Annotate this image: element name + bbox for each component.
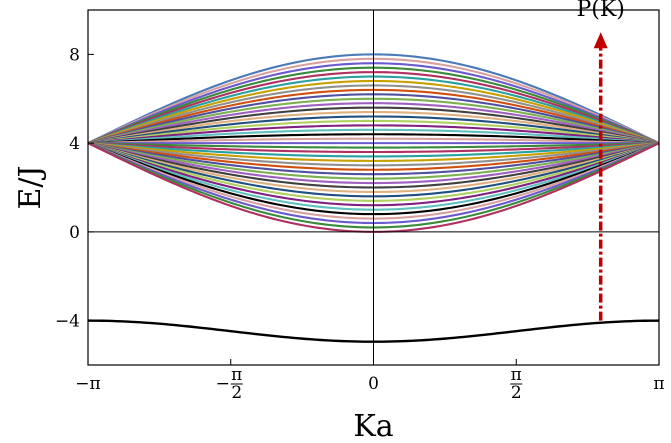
- x-axis-ticks: −π − π2 0 π2 π: [75, 359, 665, 403]
- x-tick-label: −π: [75, 374, 100, 394]
- y-tick-label: 0: [69, 223, 80, 243]
- y-tick-label: 4: [69, 134, 80, 154]
- x-tick-label: −: [216, 374, 230, 394]
- y-tick-label: 8: [69, 45, 80, 65]
- reference-lines: [87, 10, 660, 365]
- pk-label: P(K): [576, 0, 624, 22]
- x-tick-label: π: [231, 365, 242, 385]
- x-tick-label: 2: [511, 383, 522, 403]
- x-axis-title: Ka: [353, 409, 393, 443]
- pk-annotation: P(K): [576, 0, 625, 321]
- x-tick-label: π: [511, 365, 522, 385]
- y-axis-ticks: −4 0 4 8: [55, 45, 94, 332]
- x-tick-label: π: [653, 374, 664, 394]
- x-tick-label: 0: [368, 374, 379, 394]
- bound-state-curve: [87, 319, 660, 343]
- y-axis-title: E/J: [13, 165, 48, 209]
- x-tick-label: 2: [231, 383, 242, 403]
- y-tick-label: −4: [55, 312, 80, 332]
- pk-arrow-head: [593, 32, 608, 49]
